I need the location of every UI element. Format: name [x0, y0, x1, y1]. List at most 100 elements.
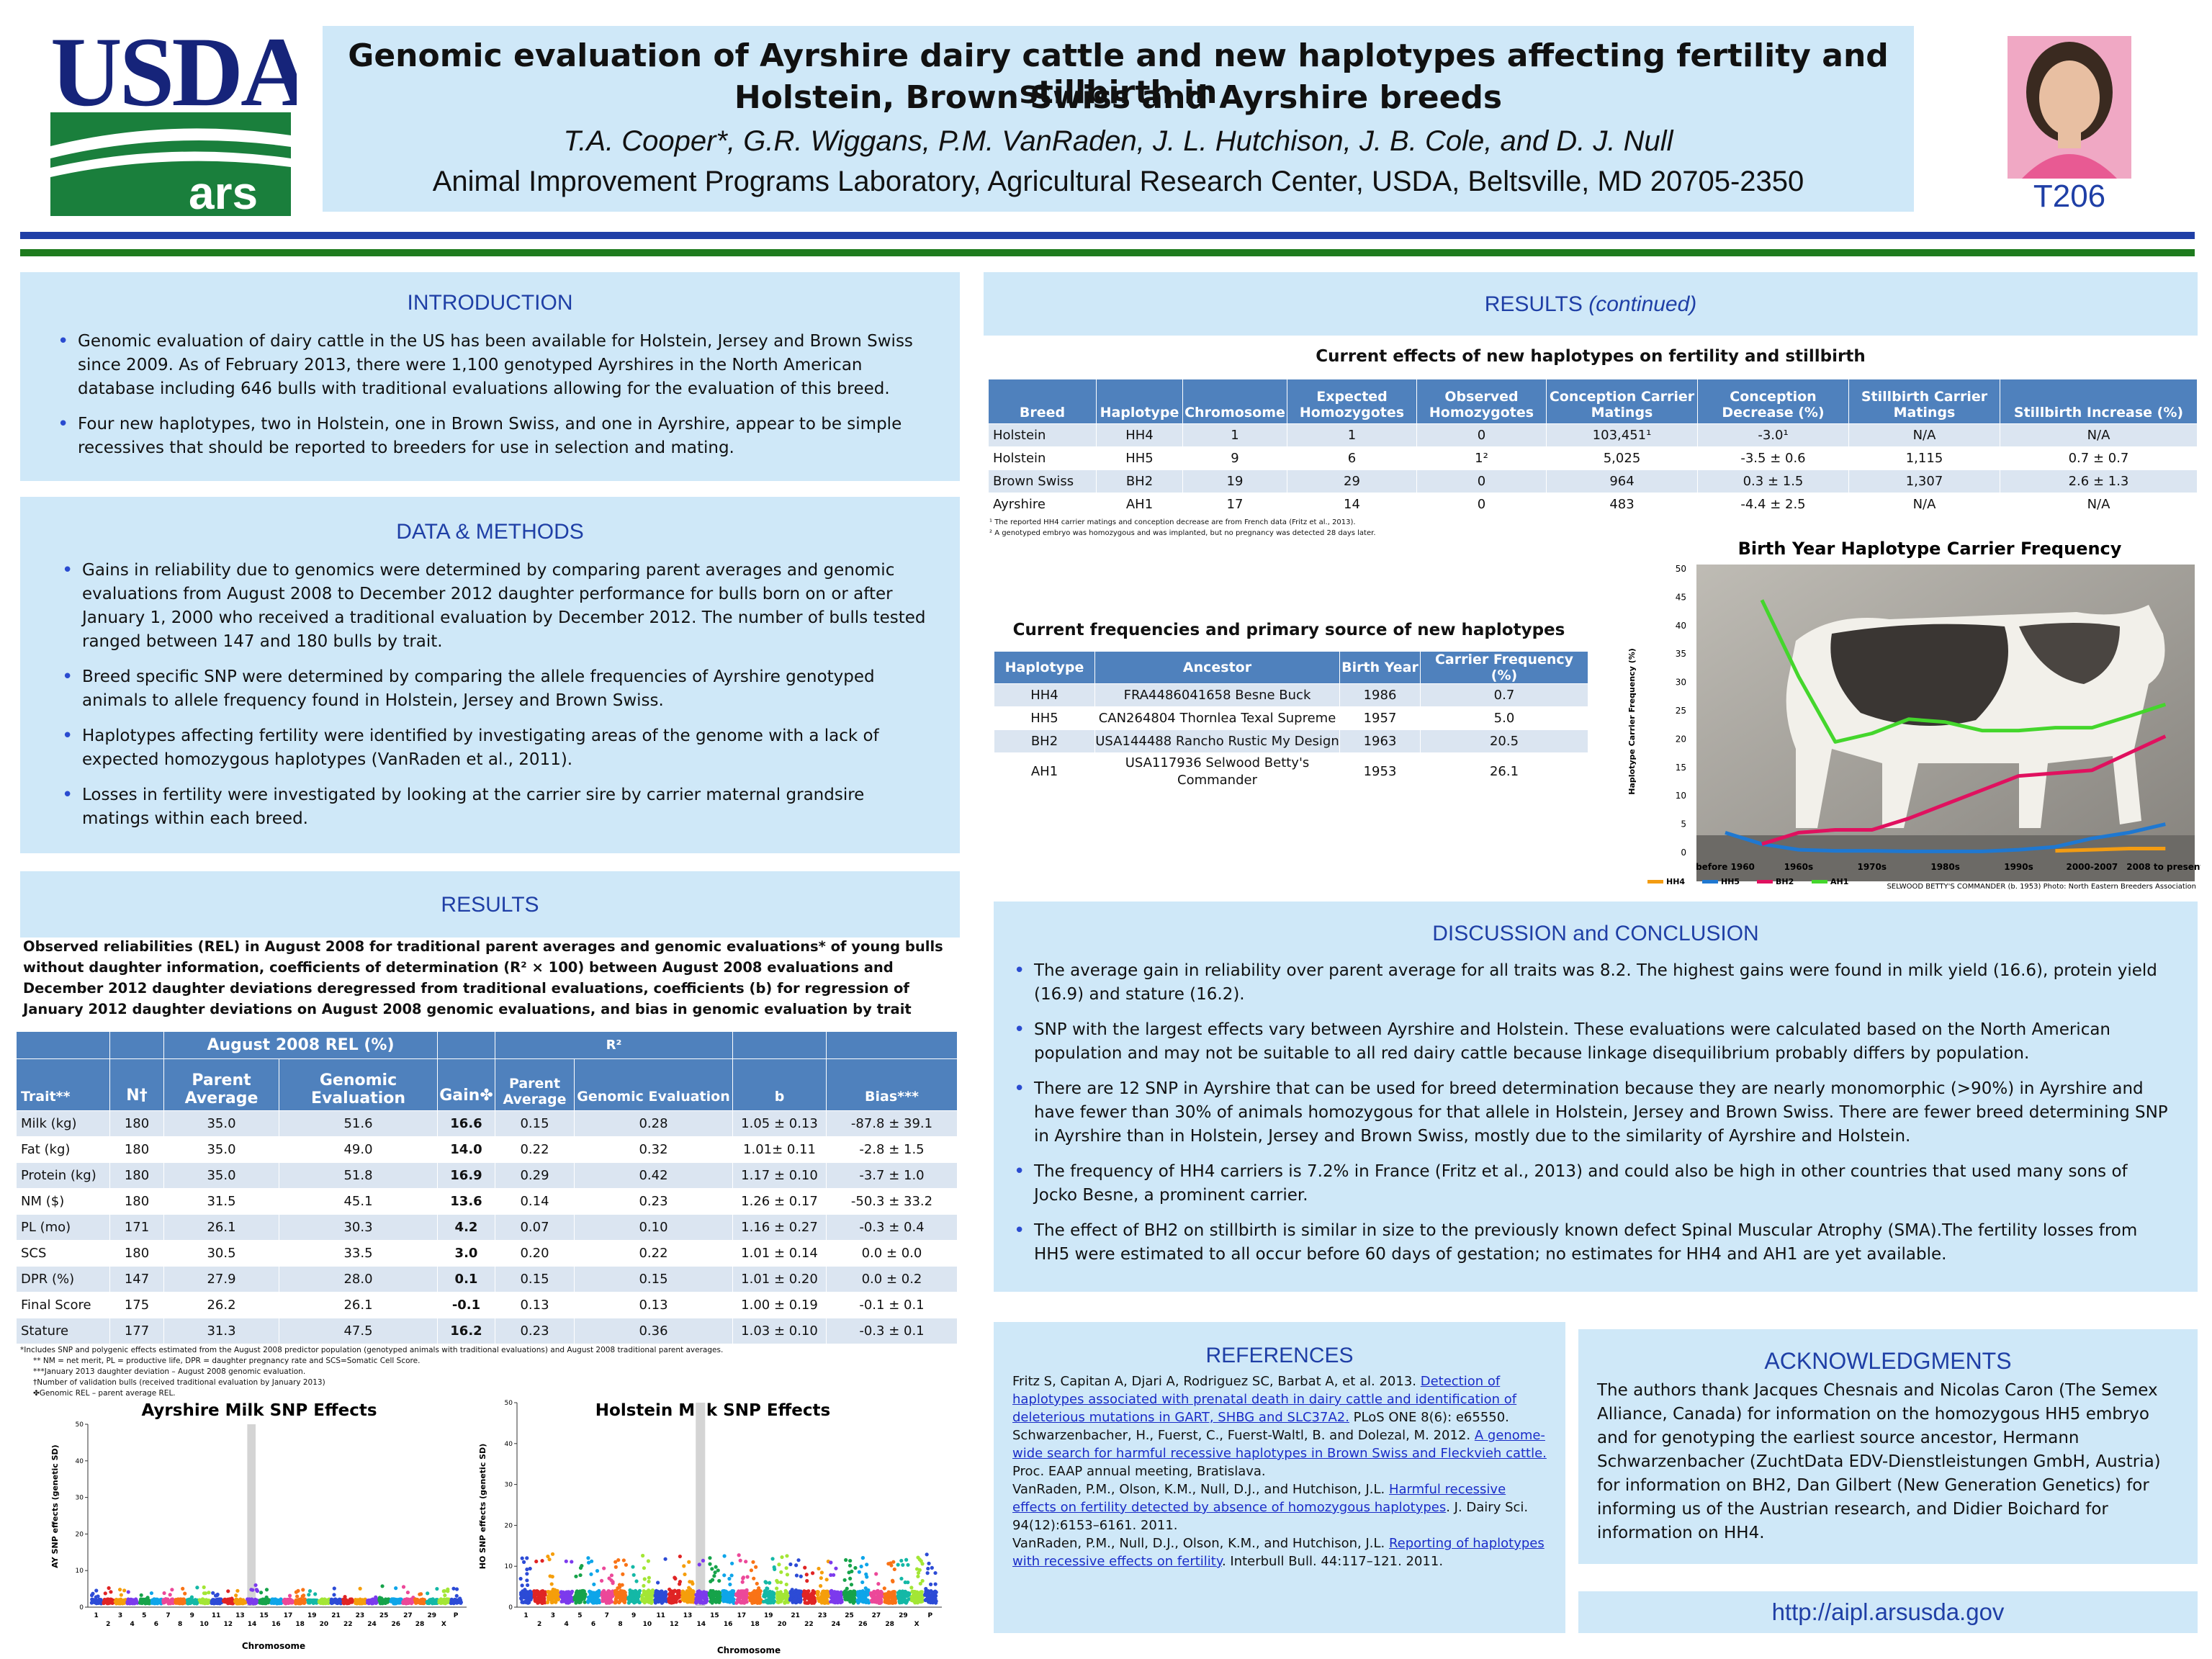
rel-row: PL (mo) 171 26.1 30.3 4.2 0.07 0.10 1.16 ± 0.27…	[16, 1214, 958, 1241]
snp-y-tick: 0	[508, 1604, 513, 1611]
haplotype-frequency-table: Haplotype Ancestor Birth Year Carrier Fr…	[994, 651, 1588, 791]
rel-header-blank	[16, 1031, 110, 1059]
freq-cell: 1953	[1339, 752, 1421, 791]
haplo-row: Holstein HH5 9 6 1² 5,025 -3.5 ± 0.6 1,115 0.7 ±…	[988, 446, 2198, 470]
discussion-heading: DISCUSSION and CONCLUSION	[1432, 922, 1759, 945]
snp-y-tick: 40	[76, 1458, 84, 1465]
reference-link[interactable]: Detection of haplotypes associated with …	[1012, 1374, 1517, 1425]
rel-cell: 0.1	[437, 1266, 495, 1292]
snp-chrom-label: 4	[564, 1621, 568, 1628]
snp-y-tick: 10	[505, 1563, 513, 1570]
acknowledgments-panel: ACKNOWLEDGMENTS The authors thank Jacque…	[1578, 1329, 2198, 1564]
rel-cell: 0.15	[574, 1266, 733, 1292]
rel-cell: -87.8 ± 39.1	[826, 1110, 958, 1137]
rel-cell: 0.15	[495, 1266, 575, 1292]
rel-cell: 51.8	[279, 1162, 438, 1189]
haplo-col-header: Breed	[988, 379, 1097, 424]
rel-cell: -2.8 ± 1.5	[826, 1136, 958, 1163]
reference-item: Fritz S, Capitan A, Djari A, Rodriguez S…	[1012, 1372, 1551, 1426]
freq-cell: 0.7	[1420, 683, 1588, 707]
discussion-bullet: The average gain in reliability over par…	[1014, 959, 2169, 1007]
results-heading-panel: RESULTS	[20, 871, 960, 938]
rel-cell: 0.0 ± 0.0	[826, 1240, 958, 1267]
series-line-ah1	[1760, 599, 2167, 744]
haplo-cell: 19	[1182, 469, 1287, 493]
rel-cell: 0.23	[495, 1318, 575, 1344]
freq-cell: 26.1	[1420, 752, 1588, 791]
reference-source: . Interbull Bull. 44:117–121. 2011.	[1221, 1554, 1444, 1569]
snp-y-tick: 50	[76, 1421, 84, 1429]
rel-cell: 175	[109, 1292, 164, 1318]
rel-group-r2: R²	[495, 1031, 733, 1059]
rel-cell: 1.00 ± 0.19	[732, 1292, 827, 1318]
rel-cell: 1.03 ± 0.10	[732, 1318, 827, 1344]
rel-col-header: Trait**	[16, 1058, 110, 1111]
holstein-chart-ylabel: HO SNP effects (genetic SD)	[478, 1444, 487, 1570]
chr14-highlight	[247, 1424, 256, 1607]
reference-link[interactable]: A genome-wide search for harmful recessi…	[1012, 1428, 1547, 1461]
haplo-cell: AH1	[1096, 493, 1183, 516]
freq-row: BH2 USA144488 Rancho Rustic My Design 1963…	[994, 729, 1588, 753]
snp-chrom-label: 22	[343, 1621, 353, 1628]
rel-cell: 0.42	[574, 1162, 733, 1189]
rel-col-header: N†	[109, 1058, 164, 1111]
snp-chrom-label: 16	[724, 1621, 733, 1628]
freq-cell: BH2	[994, 729, 1095, 753]
rel-header-blank	[732, 1031, 827, 1059]
results-continued-suffix: (continued)	[1588, 292, 1697, 316]
snp-chrom-label: 5	[577, 1612, 582, 1619]
snp-chrom-label: 4	[130, 1621, 134, 1628]
snp-chrom-label: 13	[235, 1612, 245, 1619]
haplo-cell: HH4	[1096, 423, 1183, 447]
haplo-cell: 1,115	[1848, 446, 2000, 470]
acknowledgments-heading: ACKNOWLEDGMENTS	[1764, 1348, 2012, 1374]
snp-chrom-label: 28	[885, 1621, 894, 1628]
snp-y-tick: 30	[505, 1482, 513, 1489]
snp-chrom-label: 24	[832, 1621, 841, 1628]
freq-cell: 1957	[1339, 706, 1421, 730]
haplo-col-header: Chromosome	[1182, 379, 1287, 424]
rel-col-header: Parent Average	[495, 1058, 575, 1111]
rel-cell: 1.16 ± 0.27	[732, 1214, 827, 1241]
haplo-cell: 964	[1546, 469, 1698, 493]
haplo-cell: BH2	[1096, 469, 1183, 493]
haplo-cell: 1²	[1416, 446, 1547, 470]
rel-cell: 26.1	[279, 1292, 438, 1318]
freq-cell: HH4	[994, 683, 1095, 707]
rel-cell: -0.1	[437, 1292, 495, 1318]
reference-link[interactable]: Reporting of haplotypes with recessive e…	[1012, 1536, 1545, 1569]
reference-link[interactable]: Harmful recessive effects on fertility d…	[1012, 1482, 1506, 1515]
introduction-list: Genomic evaluation of dairy cattle in th…	[58, 330, 931, 460]
freq-row: AH1 USA117936 Selwood Betty's Commander 19…	[994, 752, 1588, 791]
snp-chrom-label: P	[927, 1612, 932, 1619]
logo-usda-text: USDA	[50, 20, 297, 127]
y-tick-label: 50	[1676, 564, 1686, 574]
rel-cell: 0.23	[574, 1188, 733, 1215]
rel-cell: 14.0	[437, 1136, 495, 1163]
legend-label: AH1	[1830, 877, 1848, 886]
snp-chrom-label: 15	[259, 1612, 269, 1619]
rel-cell: 1.05 ± 0.13	[732, 1110, 827, 1137]
footer-url[interactable]: http://aipl.arsusda.gov	[1771, 1599, 2005, 1625]
snp-chrom-label: 23	[356, 1612, 365, 1619]
legend-label: BH2	[1776, 877, 1794, 886]
snp-chrom-label: 3	[118, 1612, 122, 1619]
reference-source: . J. Dairy Sci. 94(12):6153–6161. 2011.	[1012, 1500, 1529, 1533]
legend-swatch	[1702, 880, 1718, 884]
rel-row: Fat (kg) 180 35.0 49.0 14.0 0.22 0.32 1.01± 0.1…	[16, 1136, 958, 1163]
snp-chrom-label: 17	[737, 1612, 747, 1619]
series-line-hh4	[2055, 847, 2166, 853]
rel-cell: 180	[109, 1188, 164, 1215]
header-rule-blue	[20, 232, 2195, 239]
snp-chrom-label: 29	[899, 1612, 908, 1619]
rel-col-header: Parent Average	[163, 1058, 279, 1111]
rel-cell: 16.6	[437, 1110, 495, 1137]
haplo-cell: 103,451¹	[1546, 423, 1698, 447]
snp-y-tick: 40	[505, 1441, 513, 1448]
snp-y-tick: 50	[505, 1400, 513, 1407]
snp-chrom-label: 17	[284, 1612, 293, 1619]
freq-cell: AH1	[994, 752, 1095, 791]
affiliation: Animal Improvement Programs Laboratory, …	[432, 166, 1804, 197]
freq-col-header: Carrier Frequency (%)	[1420, 651, 1588, 684]
snp-chrom-label: 27	[872, 1612, 881, 1619]
